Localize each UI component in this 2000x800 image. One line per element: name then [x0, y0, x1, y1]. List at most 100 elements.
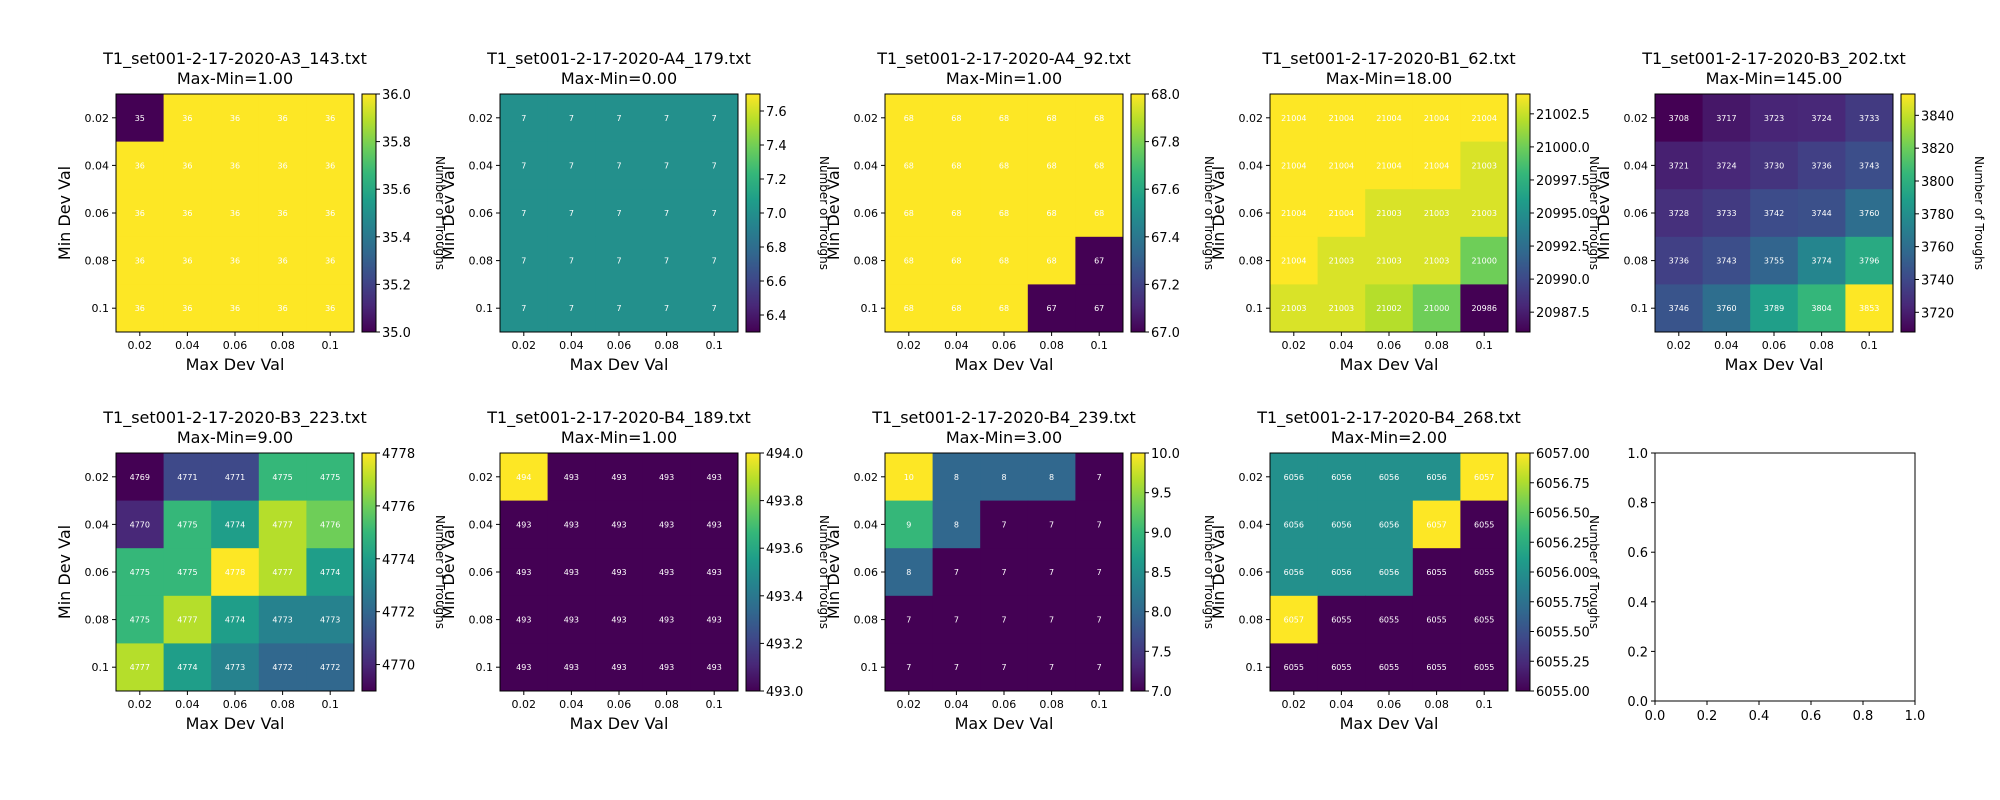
- subplot-9: T1_set001-2-17-2020-B4_268.txtMax-Min=2.…: [1209, 408, 1601, 733]
- x-axis-label: Max Dev Val: [955, 355, 1054, 374]
- cell-value-label: 7: [712, 209, 717, 218]
- cell-value-label: 493: [611, 663, 626, 672]
- heatmap-cell: [1412, 189, 1461, 238]
- colorbar-tick-label: 3740: [1921, 273, 1954, 288]
- cell-value-label: 7: [712, 161, 717, 170]
- heatmap-cell: [116, 94, 165, 143]
- colorbar-tick-label: 21000.0: [1536, 141, 1590, 156]
- heatmap-cell: [1750, 141, 1799, 190]
- cell-value-label: 7: [1001, 616, 1006, 625]
- cell-value-label: 3728: [1669, 209, 1689, 218]
- y-tick-label: 0.8: [1627, 497, 1648, 512]
- x-tick-label: 0.04: [1329, 698, 1354, 711]
- cell-value-label: 68: [904, 161, 914, 170]
- heatmap-cell: [500, 643, 549, 692]
- empty-axes-frame: [1654, 452, 1916, 702]
- heatmap-cell: [1075, 548, 1124, 597]
- x-tick-label: 0.1: [1090, 339, 1108, 352]
- heatmap-cell: [1412, 141, 1461, 190]
- heatmap-cell: [1702, 284, 1751, 333]
- heatmap-cell: [1365, 189, 1414, 238]
- cell-value-label: 493: [516, 663, 531, 672]
- heatmap-cell: [547, 643, 596, 692]
- x-tick-label: 0.0: [1645, 709, 1666, 724]
- y-tick-label: 0.02: [469, 471, 494, 484]
- cell-value-label: 68: [951, 304, 961, 313]
- y-tick-label: 0.02: [1624, 112, 1649, 125]
- cell-value-label: 7: [521, 257, 526, 266]
- cell-value-label: 6055: [1379, 663, 1399, 672]
- x-tick-label: 0.02: [1282, 339, 1307, 352]
- colorbar-tick-label: 35.6: [382, 183, 411, 198]
- x-tick-label: 0.6: [1801, 709, 1822, 724]
- colorbar-label: Number of Troughs: [1587, 156, 1601, 270]
- heatmap-cell: [1270, 595, 1319, 644]
- colorbar: [1900, 93, 1916, 333]
- y-tick-label: 0.08: [85, 255, 110, 268]
- heatmap-cell: [885, 595, 934, 644]
- heatmap-cell: [1845, 236, 1894, 285]
- cell-value-label: 6056: [1331, 520, 1351, 529]
- colorbar: [1130, 452, 1146, 692]
- cell-value-label: 7: [521, 209, 526, 218]
- subplot-5: T1_set001-2-17-2020-B3_202.txtMax-Min=14…: [1594, 49, 1986, 374]
- cell-value-label: 493: [564, 568, 579, 577]
- cell-value-label: 6056: [1284, 568, 1304, 577]
- cell-value-label: 7: [664, 304, 669, 313]
- cell-value-label: 36: [325, 304, 335, 313]
- x-tick-label: 0.02: [897, 339, 922, 352]
- heatmap-cell: [306, 595, 355, 644]
- colorbar-tick-label: 10.0: [1151, 447, 1180, 462]
- heatmap-cell: [1750, 94, 1799, 143]
- heatmap-cell: [306, 141, 355, 190]
- heatmap-cell: [1317, 548, 1366, 597]
- chart-subtitle: Max-Min=18.00: [1326, 69, 1452, 88]
- heatmap-cell: [1075, 500, 1124, 549]
- heatmap-cell: [595, 141, 644, 190]
- heatmap-cell: [211, 595, 260, 644]
- y-tick-label: 0.02: [854, 471, 879, 484]
- cell-value-label: 4773: [272, 616, 292, 625]
- heatmap-cell: [258, 284, 307, 333]
- x-tick-label: 0.06: [1762, 339, 1787, 352]
- heatmap-cell: [306, 643, 355, 692]
- chart-subtitle: Max-Min=145.00: [1706, 69, 1843, 88]
- heatmap-cell: [258, 141, 307, 190]
- cell-value-label: 3746: [1669, 304, 1689, 313]
- cell-value-label: 4777: [130, 663, 150, 672]
- x-tick-label: 0.06: [223, 339, 248, 352]
- colorbar-tick-label: 67.0: [1151, 326, 1180, 341]
- heatmap-cell: [163, 643, 212, 692]
- y-tick-label: 0.1: [476, 302, 494, 315]
- y-tick-label: 0.4: [1627, 596, 1648, 611]
- cell-value-label: 7: [1097, 520, 1102, 529]
- cell-value-label: 36: [135, 257, 145, 266]
- heatmap-cell: [885, 141, 934, 190]
- cell-value-label: 36: [135, 209, 145, 218]
- heatmap-cell: [258, 643, 307, 692]
- heatmap-cell: [1270, 236, 1319, 285]
- cell-value-label: 36: [182, 257, 192, 266]
- y-axis-label: Min Dev Val: [55, 525, 74, 619]
- heatmap-cell: [885, 94, 934, 143]
- cell-value-label: 493: [707, 663, 722, 672]
- x-tick-label: 0.04: [175, 339, 200, 352]
- heatmap-cell: [500, 500, 549, 549]
- subplot-7: T1_set001-2-17-2020-B4_189.txtMax-Min=1.…: [439, 408, 831, 733]
- colorbar-tick-label: 4778: [382, 447, 415, 462]
- cell-value-label: 7: [1049, 568, 1054, 577]
- heatmap-cell: [116, 453, 165, 502]
- y-axis-label: Min Dev Val: [439, 525, 458, 619]
- x-tick-label: 0.1: [705, 339, 723, 352]
- cell-value-label: 4771: [225, 473, 245, 482]
- heatmap-cell: [547, 236, 596, 285]
- heatmap-cell: [1412, 453, 1461, 502]
- cell-value-label: 68: [999, 161, 1009, 170]
- heatmap-cell: [885, 453, 934, 502]
- cell-value-label: 4775: [130, 568, 150, 577]
- colorbar-tick-label: 36.0: [382, 88, 411, 103]
- cell-value-label: 7: [712, 114, 717, 123]
- heatmap-cell: [1027, 236, 1076, 285]
- heatmap-cell: [980, 453, 1029, 502]
- cell-value-label: 21003: [1471, 161, 1496, 170]
